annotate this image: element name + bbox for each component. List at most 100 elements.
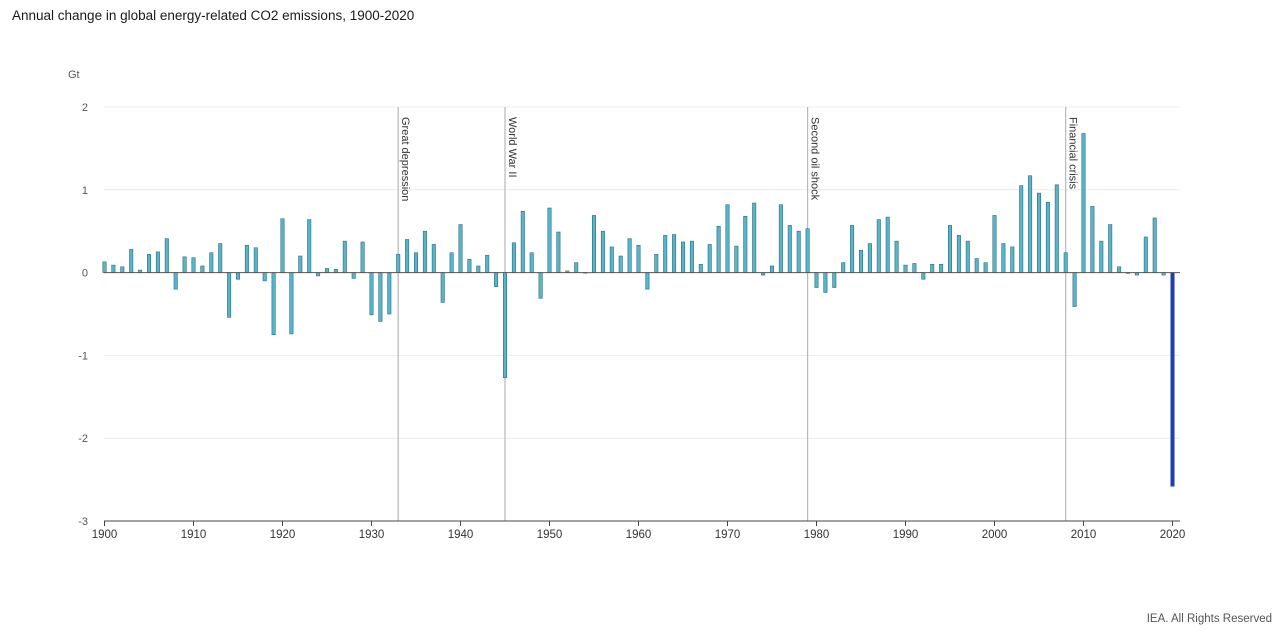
bar <box>1019 185 1024 273</box>
bar <box>876 219 881 273</box>
bar <box>707 244 712 273</box>
x-tick-label: 1900 <box>92 529 118 541</box>
bar <box>218 243 223 273</box>
bar <box>858 249 863 273</box>
bar <box>939 264 944 273</box>
bar <box>485 254 490 273</box>
bar <box>405 239 410 273</box>
bar <box>262 272 267 282</box>
bar <box>164 238 169 273</box>
bar <box>930 264 935 273</box>
axes: 2 1 0 -1 -2 -3 1900 1910 1920 1930 1940 1950 1960 197… <box>78 102 1185 541</box>
bar <box>494 272 499 287</box>
bar <box>636 244 641 273</box>
y-tick-label: 0 <box>82 268 88 280</box>
bar <box>200 265 205 273</box>
bar <box>787 225 792 273</box>
bar <box>1152 217 1157 273</box>
bar <box>147 254 152 273</box>
bar <box>547 207 552 273</box>
bar-series <box>102 133 1175 487</box>
bar <box>743 215 748 273</box>
bar <box>680 241 685 273</box>
bar <box>458 224 463 273</box>
bar <box>271 272 276 336</box>
bar <box>529 252 534 273</box>
bar <box>645 272 650 290</box>
y-tick-label: 1 <box>82 185 88 197</box>
bar <box>725 204 730 273</box>
bar <box>1170 272 1175 487</box>
bar <box>1099 240 1104 273</box>
bar <box>734 245 739 273</box>
bar <box>1108 224 1113 273</box>
bar <box>716 225 721 273</box>
x-tick-label: 2000 <box>982 529 1008 541</box>
bar <box>698 264 703 273</box>
bar <box>396 254 401 273</box>
bar <box>173 272 178 290</box>
bar <box>947 225 952 273</box>
bar <box>556 231 561 273</box>
bar <box>850 225 855 273</box>
bar <box>574 262 579 273</box>
bar <box>360 241 365 273</box>
bar <box>369 272 374 316</box>
bar <box>752 202 757 273</box>
bar <box>1143 236 1148 273</box>
bar <box>191 257 196 273</box>
bar <box>769 265 774 273</box>
bar <box>227 272 232 318</box>
bar <box>102 261 107 273</box>
bar <box>654 254 659 273</box>
y-tick-label: -1 <box>78 350 88 362</box>
x-tick-label: 2010 <box>1071 529 1097 541</box>
bar <box>298 255 303 273</box>
bar <box>841 262 846 273</box>
bar <box>885 216 890 273</box>
bar <box>244 244 249 273</box>
bar <box>1090 206 1095 273</box>
bar <box>689 240 694 273</box>
bar <box>912 263 917 273</box>
bar <box>1063 252 1068 273</box>
y-tick-label: -2 <box>78 433 88 445</box>
annotation-label: Financial crisis <box>1067 117 1079 190</box>
bar <box>155 251 160 273</box>
chart-title: Annual change in global energy-related C… <box>12 8 415 23</box>
bar <box>1117 266 1122 273</box>
y-tick-label: 2 <box>82 102 88 114</box>
y-axis-unit-label: Gt <box>68 69 80 81</box>
bar <box>129 249 134 273</box>
bar <box>422 230 427 273</box>
bar <box>805 228 810 273</box>
bar <box>1072 272 1077 307</box>
annotation-label: Great depression <box>399 117 411 201</box>
bar <box>796 230 801 273</box>
x-tick-label: 1930 <box>359 529 385 541</box>
bar <box>120 266 125 273</box>
copyright-credit: IEA. All Rights Reserved <box>1146 613 1272 625</box>
annotation-label: World War II <box>506 117 518 178</box>
bar <box>342 240 347 273</box>
x-tick-label: 1940 <box>448 529 474 541</box>
bar <box>1028 175 1033 273</box>
bar <box>1081 133 1086 273</box>
x-tick-label: 1970 <box>715 529 741 541</box>
bar <box>431 244 436 273</box>
bar <box>832 272 837 288</box>
bar <box>974 258 979 273</box>
gridlines <box>104 106 1180 439</box>
y-tick-label: -3 <box>78 516 88 528</box>
bar <box>209 252 214 273</box>
bar <box>502 272 507 379</box>
x-tick-label: 2020 <box>1160 529 1186 541</box>
bar <box>307 219 312 273</box>
bar <box>387 272 392 315</box>
bar <box>591 215 596 273</box>
bar <box>351 272 356 279</box>
bar <box>378 272 383 322</box>
x-tick-label: 1980 <box>804 529 830 541</box>
bar <box>663 235 668 273</box>
